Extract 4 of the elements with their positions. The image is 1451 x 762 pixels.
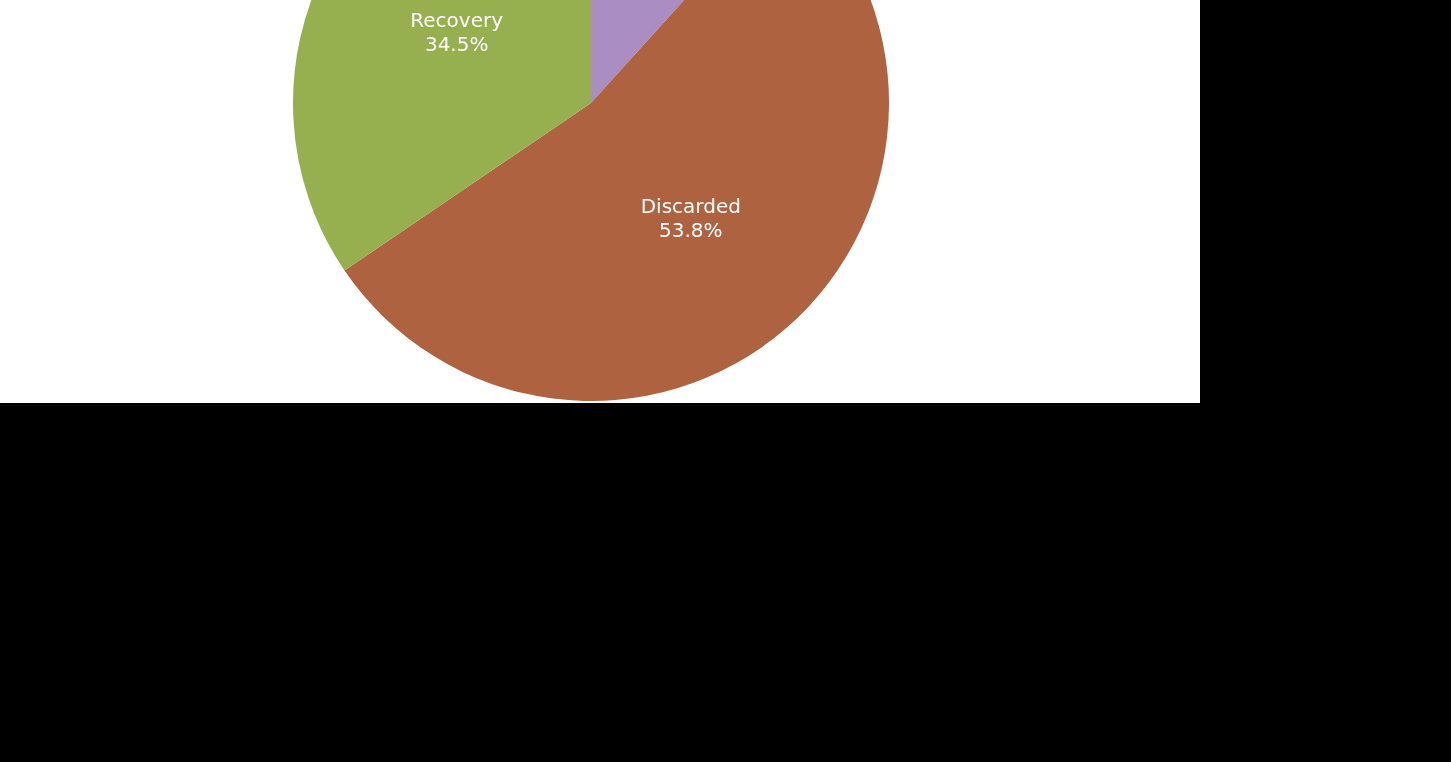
data-label: 34.5%	[424, 31, 489, 56]
slice-label: Recovery	[410, 7, 504, 32]
slice-label: Discarded	[640, 193, 741, 218]
data-label: 53.8%	[659, 217, 723, 242]
